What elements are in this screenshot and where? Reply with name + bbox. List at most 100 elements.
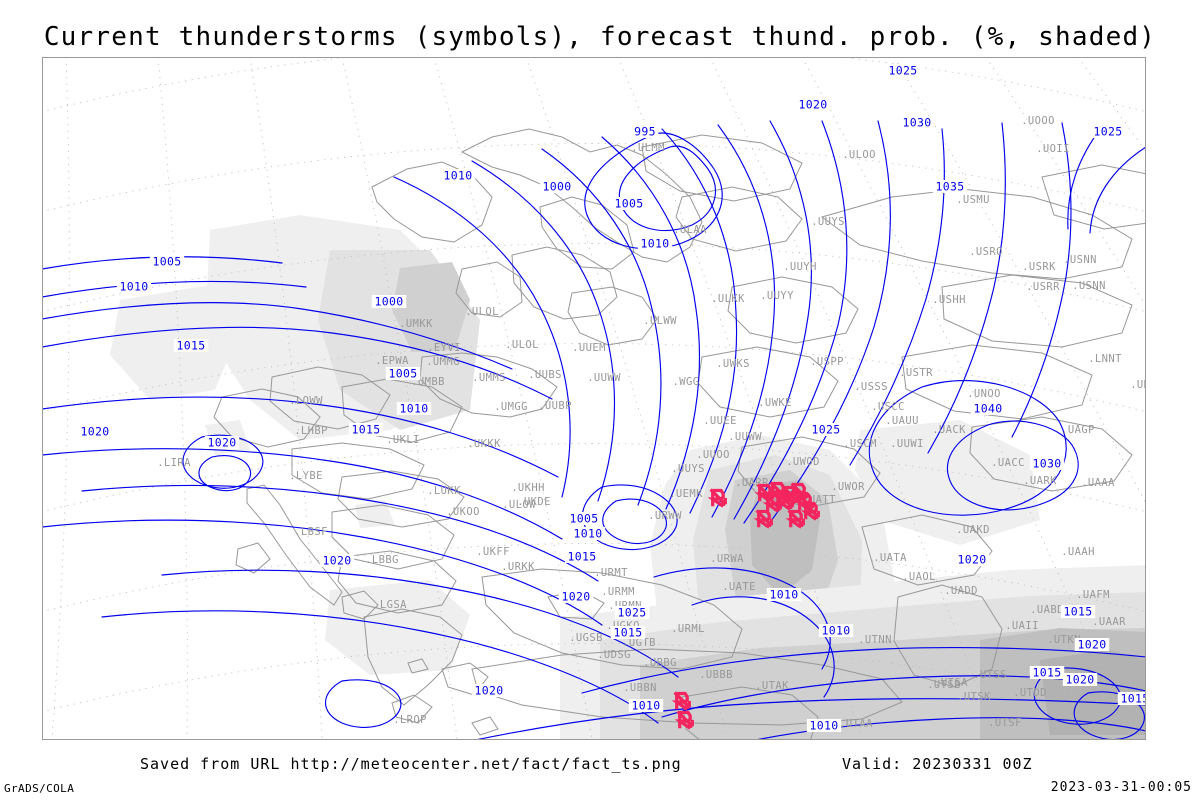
station-label: .LGSA: [373, 599, 406, 611]
isobar-label: 1020: [319, 554, 355, 568]
svg-text:.UDSG: .UDSG: [597, 649, 631, 661]
svg-text:1020: 1020: [208, 436, 237, 450]
station-label: .USNN: [1063, 254, 1096, 266]
svg-text:1005: 1005: [389, 367, 418, 381]
isobar-label: 1010: [440, 169, 476, 183]
station-label: .URMT: [594, 567, 628, 579]
svg-text:1015: 1015: [1033, 666, 1062, 680]
svg-text:1010: 1010: [641, 237, 670, 251]
isobar-line: [767, 120, 891, 526]
isobar-line: [602, 498, 667, 544]
coastline-path: [331, 504, 455, 570]
station-label: .USHH: [932, 294, 965, 306]
station-label: .LBSF: [294, 526, 328, 538]
weather-map: .ULMM .ULOO .ULAA .UUYS .USMU .UOOO .UOII .USRO…: [42, 57, 1146, 740]
svg-text:1025: 1025: [889, 64, 918, 78]
station-label: .UTSF: [988, 717, 1021, 729]
station-label: .UWOD: [786, 456, 819, 468]
station-label: .URWW: [648, 510, 681, 522]
isobar-label: 1020: [471, 684, 507, 698]
svg-text:.EPWA: .EPWA: [375, 355, 409, 367]
station-label: .UUEM: [572, 342, 606, 354]
isobar-label: 1010: [806, 719, 842, 733]
thunderstorm-symbol-icon: [671, 691, 691, 711]
isobar-line: [325, 679, 402, 728]
svg-text:.UUEM: .UUEM: [572, 342, 606, 354]
svg-text:.ULOL: .ULOL: [505, 339, 539, 351]
svg-text:.UTNN: .UTNN: [858, 634, 892, 646]
svg-text:.UEMK: .UEMK: [669, 488, 703, 500]
svg-text:.ULKK: .ULKK: [711, 293, 745, 305]
station-label: .UGTB: [622, 637, 655, 649]
isobar-label-layer: 9951000101010051020102510301025103510101…: [77, 64, 1146, 733]
station-label: .UTSB: [927, 679, 960, 691]
svg-text:.USTR: .USTR: [899, 367, 933, 379]
isobar-line: [42, 519, 603, 626]
thunderstorm-symbol-icon: [753, 509, 773, 529]
isobar-label: 1005: [611, 197, 647, 211]
coastline-path: [235, 542, 271, 574]
coastline-path: [341, 590, 379, 620]
svg-text:1010: 1010: [400, 402, 429, 416]
station-label: .LUKK: [427, 485, 461, 497]
svg-text:.LHBP: .LHBP: [294, 425, 328, 437]
station-label: .UKOO: [446, 506, 480, 518]
svg-text:.UUBP: .UUBP: [538, 400, 572, 412]
svg-text:.USCC: .USCC: [871, 401, 905, 413]
svg-text:1020: 1020: [1066, 673, 1095, 687]
station-label: .UAII: [1005, 620, 1038, 632]
isobar-label: 1015: [348, 423, 384, 437]
isobar-label: 1035: [932, 180, 968, 194]
svg-text:.UAOL: .UAOL: [902, 571, 936, 583]
svg-text:.URMT: .URMT: [594, 567, 628, 579]
station-label: .UTKN: [1047, 634, 1080, 646]
station-label: .UMKK: [399, 318, 432, 330]
svg-text:.LNNT: .LNNT: [1088, 353, 1122, 365]
station-label: .LOWW: [289, 395, 322, 407]
svg-text:1015: 1015: [614, 626, 643, 640]
station-label: .UBBG: [643, 657, 676, 669]
isobar-label: 1010: [818, 624, 854, 638]
coastline-path: [213, 388, 321, 448]
svg-text:.UADD: .UADD: [944, 585, 978, 597]
station-label: .UAUU: [885, 415, 918, 427]
svg-text:.ULMM: .ULMM: [631, 142, 665, 154]
isobar-label: 1020: [1062, 673, 1098, 687]
probability-shade-light: [855, 420, 1040, 545]
isobar-line: [743, 120, 848, 524]
isobar-line: [42, 280, 307, 298]
svg-text:1020: 1020: [562, 590, 591, 604]
station-label: .UARR: [735, 477, 768, 489]
svg-text:.UAAR: .UAAR: [1092, 616, 1126, 628]
svg-text:1010: 1010: [444, 169, 473, 183]
thunderstorm-symbol-icon: [785, 509, 805, 529]
station-label: .UNBB: [1130, 379, 1146, 391]
svg-text:.UKKK: .UKKK: [467, 438, 501, 450]
svg-text:.USNN: .USNN: [1072, 280, 1106, 292]
isobar-label: 1010: [116, 280, 152, 294]
svg-text:.LUKK: .LUKK: [427, 485, 461, 497]
isobar-line: [733, 120, 812, 520]
station-label: .UTSK: [957, 691, 990, 703]
isobar-label: 1015: [1117, 692, 1146, 706]
svg-text:.UNOO: .UNOO: [967, 388, 1001, 400]
svg-text:.UOOO: .UOOO: [1021, 115, 1055, 127]
isobar-line: [42, 326, 553, 400]
svg-text:.UKOO: .UKOO: [446, 506, 480, 518]
svg-text:.LBSF: .LBSF: [294, 526, 328, 538]
station-label: .UKKK: [467, 438, 501, 450]
station-label: .UTDD: [1013, 687, 1046, 699]
isobar-label: 1020: [954, 553, 990, 567]
svg-text:1030: 1030: [1033, 457, 1062, 471]
svg-text:.UGSB: .UGSB: [569, 632, 603, 644]
svg-text:.UUWW: .UUWW: [728, 431, 762, 443]
svg-text:1035: 1035: [936, 180, 965, 194]
svg-text:.UABD: .UABD: [1030, 604, 1064, 616]
isobar-label: 1015: [564, 550, 600, 564]
station-label: .USRO: [969, 246, 1002, 258]
station-label: .UAAA: [1081, 477, 1114, 489]
svg-text:1030: 1030: [903, 116, 932, 130]
coastline-path: [901, 344, 1093, 420]
station-label: .UUWW: [728, 431, 762, 443]
thunderstorm-symbol-icon: [800, 501, 820, 521]
